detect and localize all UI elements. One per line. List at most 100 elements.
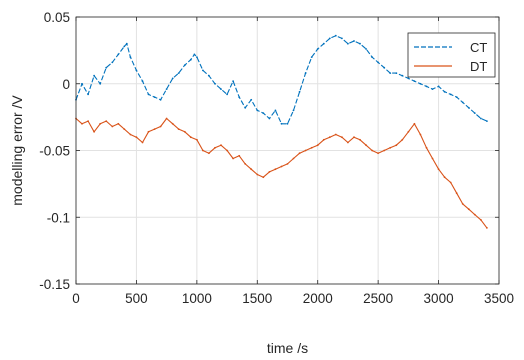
data-point-ct	[256, 109, 259, 112]
data-point-ct	[298, 90, 301, 93]
data-point-ct	[244, 106, 247, 109]
data-point-dt	[262, 176, 265, 179]
data-point-ct	[292, 109, 295, 112]
data-point-dt	[322, 138, 325, 141]
data-point-ct	[304, 72, 307, 74]
data-point-ct	[159, 98, 162, 101]
data-point-dt	[431, 157, 434, 160]
data-point-dt	[486, 227, 488, 229]
data-point-ct	[87, 93, 89, 96]
x-axis-label: time /s	[267, 340, 308, 356]
data-point-dt	[226, 149, 229, 152]
data-point-dt	[413, 122, 416, 125]
data-point-dt	[135, 136, 138, 139]
data-point-dt	[105, 120, 108, 122]
data-point-dt	[407, 130, 410, 133]
data-point-ct	[377, 61, 379, 64]
legend-box	[407, 32, 496, 78]
data-point-ct	[334, 34, 337, 37]
data-point-ct	[226, 93, 229, 96]
legend-label-dt: DT	[470, 59, 487, 74]
data-point-dt	[274, 168, 277, 171]
data-point-dt	[298, 152, 301, 155]
data-point-ct	[183, 64, 186, 66]
data-point-dt	[268, 171, 271, 173]
data-point-ct	[425, 85, 428, 88]
data-point-ct	[141, 80, 144, 82]
x-tick-label: 2000	[303, 291, 333, 306]
data-point-ct	[341, 37, 343, 40]
data-point-dt	[334, 133, 337, 136]
data-point-ct	[443, 90, 446, 93]
legend: CT DT	[407, 32, 496, 78]
data-point-dt	[292, 157, 295, 160]
data-point-ct	[153, 96, 156, 98]
y-axis-label: modelling error /V	[9, 95, 25, 206]
y-tick-label: -0.1	[47, 210, 70, 225]
data-point-ct	[371, 56, 373, 58]
data-point-ct	[401, 74, 404, 77]
data-point-dt	[467, 208, 470, 211]
data-point-dt	[244, 163, 247, 165]
data-point-dt	[437, 168, 440, 171]
data-point-dt	[480, 219, 482, 221]
data-point-ct	[431, 88, 434, 90]
data-point-dt	[280, 165, 283, 168]
x-tick-label: 500	[125, 291, 148, 306]
data-point-ct	[280, 122, 283, 125]
data-point-ct	[232, 80, 235, 82]
data-point-dt	[93, 130, 95, 133]
data-point-ct	[93, 74, 95, 77]
data-point-dt	[177, 128, 180, 131]
data-point-ct	[117, 53, 120, 56]
data-point-dt	[141, 141, 144, 144]
x-tick-label: 1500	[242, 291, 272, 306]
data-point-dt	[159, 125, 162, 128]
data-point-dt	[383, 149, 386, 152]
data-point-ct	[193, 53, 196, 56]
data-point-dt	[347, 141, 349, 144]
data-point-ct	[480, 117, 482, 120]
data-point-ct	[383, 66, 386, 69]
data-point-dt	[147, 130, 150, 133]
data-point-ct	[413, 80, 416, 82]
y-tick-label: 0.05	[44, 10, 70, 25]
data-point-dt	[238, 154, 241, 157]
data-point-ct	[165, 88, 168, 90]
series-line-ct	[75, 35, 488, 125]
data-point-dt	[214, 146, 216, 149]
x-tick-label: 2500	[363, 291, 393, 306]
x-tick-label: 1000	[182, 291, 212, 306]
data-point-dt	[395, 144, 398, 147]
data-point-ct	[467, 106, 470, 109]
data-point-dt	[232, 157, 235, 160]
data-point-dt	[328, 136, 331, 139]
data-point-ct	[208, 74, 210, 77]
data-point-ct	[189, 58, 192, 61]
data-point-ct	[135, 69, 138, 72]
data-point-ct	[250, 98, 253, 101]
data-point-ct	[328, 37, 331, 40]
data-point-dt	[256, 173, 259, 176]
data-point-dt	[286, 163, 289, 165]
data-point-ct	[147, 93, 150, 96]
data-point-dt	[183, 130, 186, 133]
data-point-ct	[347, 42, 349, 45]
data-point-dt	[443, 176, 446, 179]
data-point-ct	[365, 48, 367, 50]
data-point-ct	[473, 112, 476, 114]
data-point-ct	[111, 61, 114, 64]
data-point-ct	[238, 96, 241, 98]
data-point-dt	[353, 136, 355, 139]
data-point-ct	[171, 77, 174, 80]
data-point-dt	[87, 120, 89, 122]
data-point-ct	[353, 40, 355, 42]
data-point-ct	[419, 82, 422, 85]
data-point-dt	[316, 144, 319, 147]
data-point-dt	[171, 122, 174, 125]
x-tick-label: 3500	[484, 291, 514, 306]
data-point-ct	[322, 42, 325, 45]
data-point-dt	[371, 149, 373, 152]
y-tick-label: 0	[62, 77, 70, 92]
